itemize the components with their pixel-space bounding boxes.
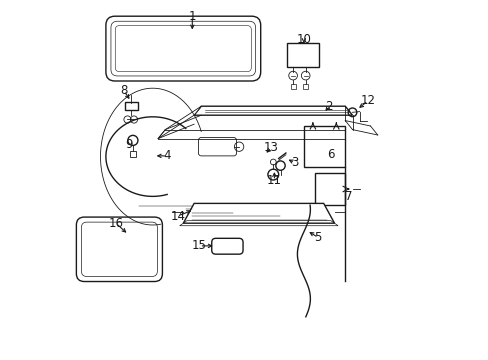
FancyBboxPatch shape bbox=[106, 16, 260, 81]
Text: 5: 5 bbox=[314, 231, 321, 244]
FancyBboxPatch shape bbox=[76, 217, 162, 282]
Bar bbox=[290, 84, 295, 89]
Text: 10: 10 bbox=[296, 33, 311, 46]
Text: 15: 15 bbox=[192, 239, 206, 252]
Text: 11: 11 bbox=[266, 174, 281, 187]
Bar bbox=[303, 126, 345, 167]
Bar bbox=[286, 43, 318, 67]
Polygon shape bbox=[194, 106, 352, 115]
Text: 8: 8 bbox=[120, 84, 127, 97]
Text: 2: 2 bbox=[325, 100, 332, 113]
Bar bbox=[129, 151, 136, 157]
FancyBboxPatch shape bbox=[211, 238, 243, 254]
Text: 14: 14 bbox=[170, 210, 185, 222]
Bar bbox=[125, 102, 138, 110]
Text: 1: 1 bbox=[188, 10, 196, 23]
Text: 9: 9 bbox=[124, 138, 132, 150]
Polygon shape bbox=[183, 203, 334, 223]
Text: 4: 4 bbox=[163, 149, 170, 162]
Polygon shape bbox=[158, 106, 201, 139]
Text: 3: 3 bbox=[291, 156, 298, 169]
Bar bbox=[314, 173, 345, 205]
FancyBboxPatch shape bbox=[198, 138, 236, 156]
Bar bbox=[303, 84, 307, 89]
Text: 6: 6 bbox=[326, 148, 334, 161]
Text: 7: 7 bbox=[345, 190, 352, 203]
Text: 12: 12 bbox=[360, 94, 375, 107]
Text: 16: 16 bbox=[108, 217, 123, 230]
Text: 13: 13 bbox=[264, 141, 278, 154]
